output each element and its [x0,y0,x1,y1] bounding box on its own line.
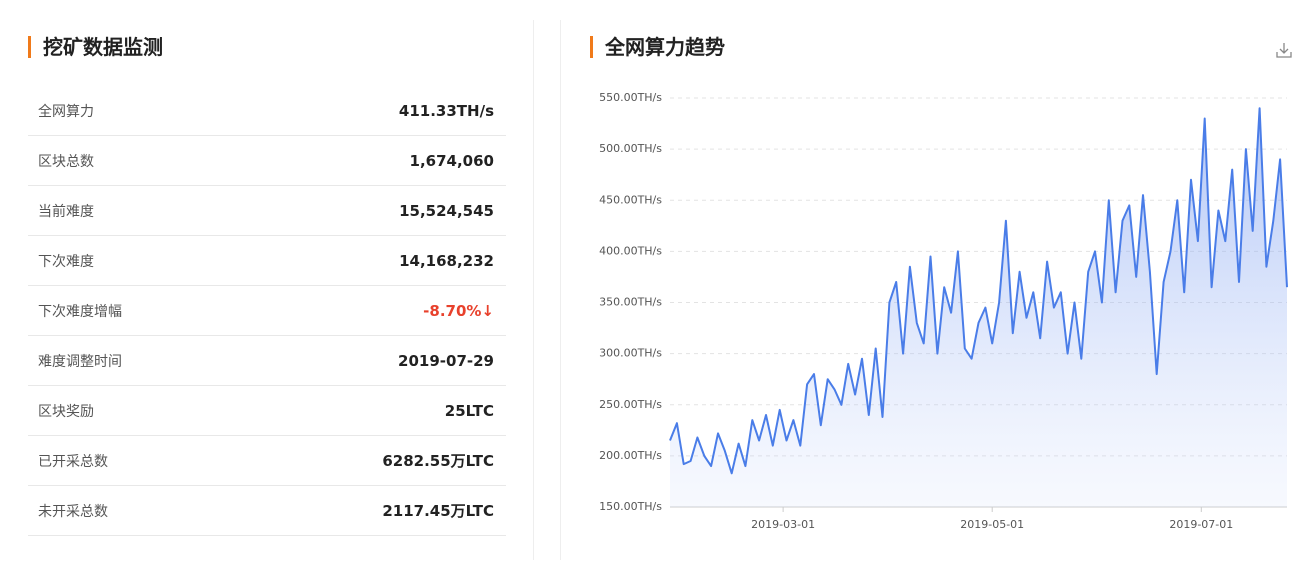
stat-row: 全网算力 411.33TH/s [28,86,506,136]
x-tick-label: 2019-07-01 [1169,518,1233,531]
stat-label: 全网算力 [38,103,94,120]
stat-row: 下次难度增幅 -8.70%↓ [28,286,506,336]
x-tick-label: 2019-03-01 [751,518,815,531]
stat-row: 已开采总数 6282.55万LTC [28,436,506,486]
stat-value: 15,524,545 [399,201,494,220]
stat-value: 2117.45万LTC [382,502,494,520]
y-tick-label: 250.00TH/s [599,398,662,411]
area [670,108,1287,507]
download-icon[interactable] [1276,43,1292,58]
stat-row: 当前难度 15,524,545 [28,186,506,236]
stat-value: 2019-07-29 [398,351,494,370]
stat-value: 25LTC [444,401,494,420]
y-tick-label: 350.00TH/s [599,296,662,309]
stat-label: 区块奖励 [38,403,94,420]
stat-row: 区块奖励 25LTC [28,386,506,436]
y-tick-label: 300.00TH/s [599,347,662,360]
y-tick-label: 400.00TH/s [599,244,662,257]
stats-table: 全网算力 411.33TH/s 区块总数 1,674,060 当前难度 15,524,54… [28,86,506,536]
divider [560,20,561,560]
stat-value: 14,168,232 [399,251,494,270]
y-tick-label: 500.00TH/s [599,142,662,155]
stat-value: -8.70%↓ [423,301,494,320]
stat-row: 未开采总数 2117.45万LTC [28,486,506,536]
stat-row: 区块总数 1,674,060 [28,136,506,186]
chart-title: 全网算力趋势 [590,36,725,58]
stat-value: 411.33TH/s [398,101,494,120]
y-tick-label: 200.00TH/s [599,449,662,462]
divider [533,20,534,560]
stat-label: 区块总数 [38,153,94,170]
y-tick-label: 150.00TH/s [599,500,662,513]
line [669,107,1288,475]
stat-row: 下次难度 14,168,232 [28,236,506,286]
stat-value: 6282.55万LTC [382,452,494,470]
y-tick-label: 450.00TH/s [599,193,662,206]
stat-label: 下次难度 [38,253,94,270]
stat-value: 1,674,060 [409,151,494,170]
panel-title: 挖矿数据监测 [28,36,163,58]
stat-row: 难度调整时间 2019-07-29 [28,336,506,386]
stat-label: 下次难度增幅 [38,303,122,320]
stat-label: 已开采总数 [38,453,108,470]
y-tick-label: 550.00TH/s [599,91,662,104]
x-tick-label: 2019-05-01 [960,518,1024,531]
stat-label: 难度调整时间 [38,353,122,370]
stat-label: 当前难度 [38,203,94,220]
stat-label: 未开采总数 [38,503,108,520]
